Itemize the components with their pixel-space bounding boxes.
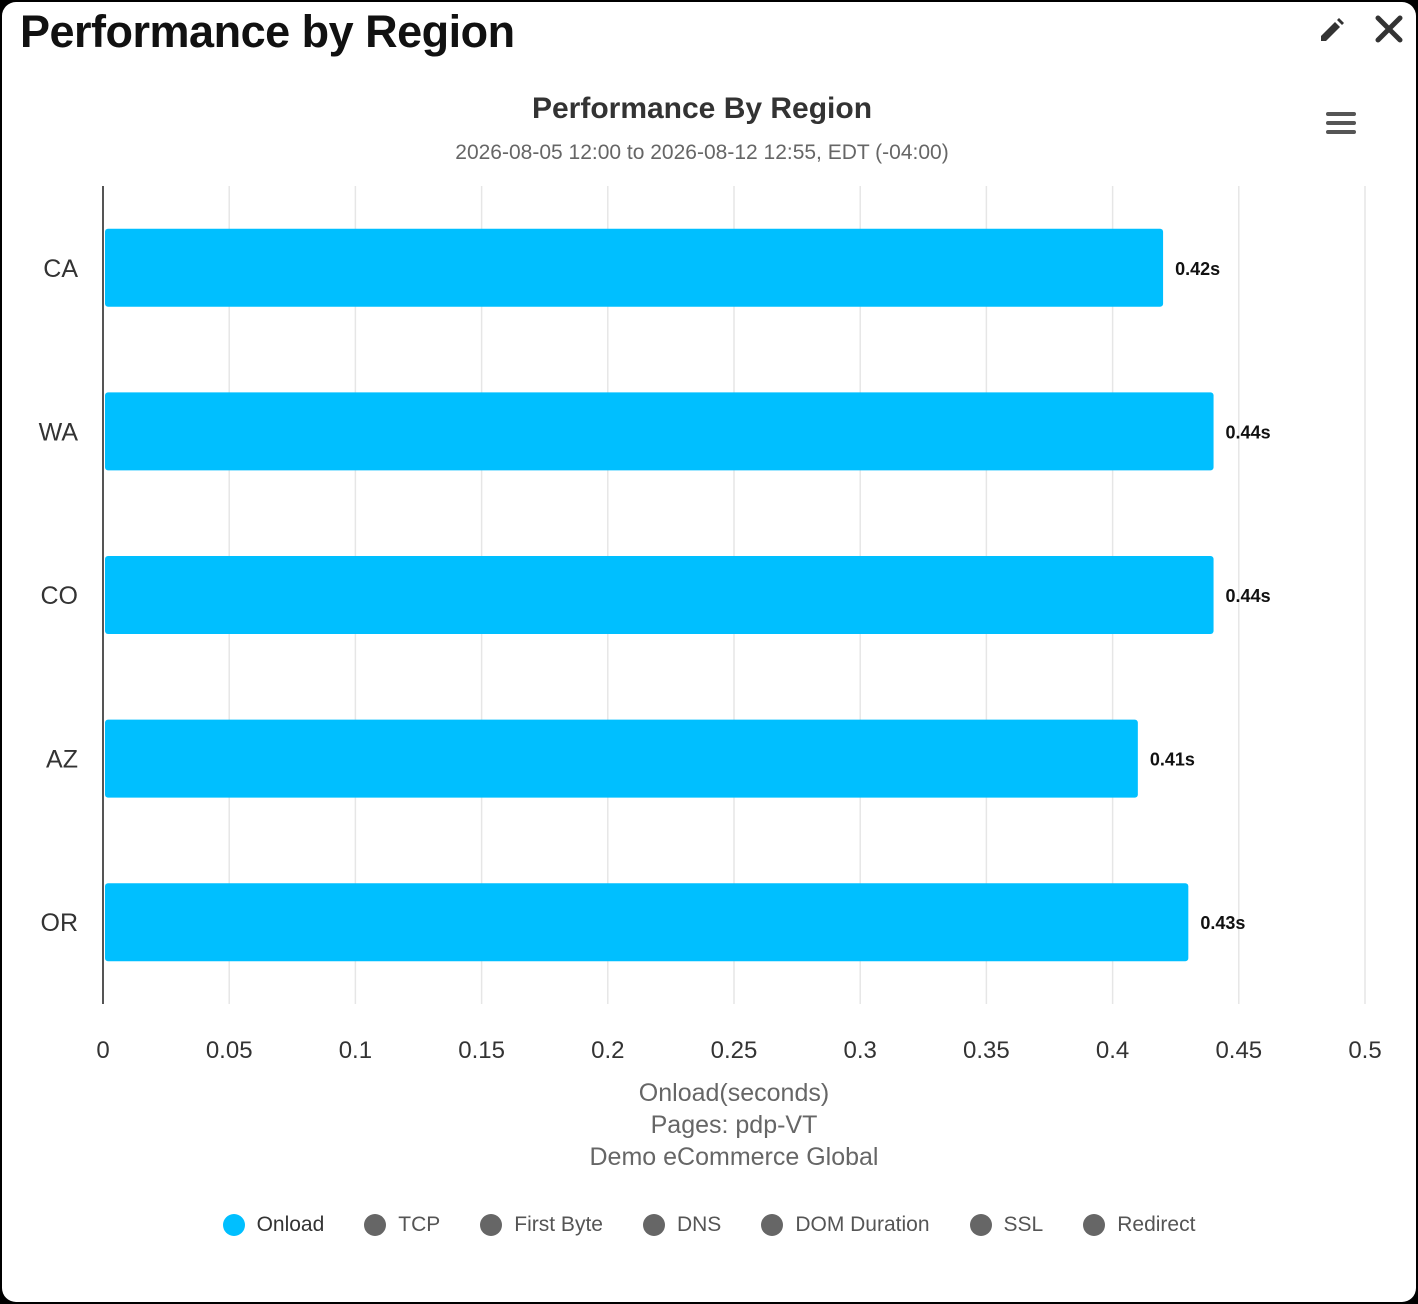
legend-label: TCP [398,1213,441,1236]
bar-or[interactable] [105,883,1189,962]
bar-wa[interactable] [105,392,1214,471]
legend-item-ssl[interactable]: SSL [969,1213,1044,1237]
x-axis-label: Demo eCommerce Global [590,1143,879,1171]
bar-ca[interactable] [105,228,1164,307]
pencil-icon[interactable] [1316,16,1346,46]
legend-dot-icon [1083,1214,1106,1236]
legend-label: First Byte [514,1213,603,1236]
panel-title: Performance by Region [20,6,515,57]
y-category-label: CO [41,582,79,610]
bar-data-label: 0.42s [1175,259,1220,279]
legend-label: SSL [1003,1213,1044,1236]
x-tick-label: 0.05 [206,1037,253,1064]
bar-co[interactable] [105,556,1214,634]
legend-label: Onload [256,1213,325,1236]
x-tick-label: 0.2 [591,1037,624,1064]
legend-dot-icon [761,1214,784,1236]
x-tick-label: 0.35 [963,1037,1010,1064]
bar-az[interactable] [105,719,1138,798]
bar-data-label: 0.44s [1226,422,1271,442]
legend-item-dom-duration[interactable]: DOM Duration [761,1213,930,1237]
y-category-label: OR [41,909,79,937]
bar-data-label: 0.41s [1150,750,1195,770]
legend-label: DNS [676,1213,722,1236]
x-axis-label: Onload(seconds) [639,1079,829,1107]
y-category-label: WA [39,418,79,446]
legend-label: Redirect [1117,1213,1196,1236]
legend-dot-icon [222,1214,245,1236]
x-tick-label: 0.3 [844,1037,877,1064]
bar-data-label: 0.43s [1200,913,1245,933]
legend-item-dns[interactable]: DNS [642,1213,722,1237]
x-axis-label: Pages: pdp-VT [651,1111,818,1139]
x-tick-label: 0.4 [1096,1037,1129,1064]
bar-data-label: 0.44s [1226,586,1271,606]
chart-subtitle: 2026-08-05 12:00 to 2026-08-12 12:55, ED… [455,141,949,164]
x-tick-label: 0.25 [711,1037,758,1064]
bar-chart: 0 0.05 0.1 0.15 0.2 0.25 0.3 0.35 0.4 0.45 0.5 CA 0.… [39,186,1382,1171]
y-category-label: CA [43,255,78,283]
x-tick-label: 0.45 [1215,1037,1262,1064]
x-tick-label: 0.5 [1348,1037,1381,1064]
legend-dot-icon [969,1214,992,1236]
legend-dot-icon [642,1214,665,1236]
legend-label: DOM Duration [795,1213,930,1236]
hamburger-menu-icon[interactable] [1324,108,1358,138]
legend-item-redirect[interactable]: Redirect [1083,1213,1195,1237]
close-icon[interactable] [1374,14,1404,44]
legend-item-onload[interactable]: Onload [222,1213,325,1237]
legend-dot-icon [480,1214,503,1236]
x-tick-label: 0 [96,1037,109,1064]
chart-title: Performance By Region [531,92,873,125]
legend-item-tcp[interactable]: TCP [364,1213,440,1237]
y-category-label: AZ [46,746,78,774]
chart-legend: Onload TCP First Byte DNS DOM Duration SSL Red… [2,1208,1416,1242]
legend-dot-icon [364,1214,387,1236]
x-tick-label: 0.1 [339,1037,372,1064]
legend-item-first-byte[interactable]: First Byte [480,1213,603,1237]
x-tick-label: 0.15 [458,1037,505,1064]
